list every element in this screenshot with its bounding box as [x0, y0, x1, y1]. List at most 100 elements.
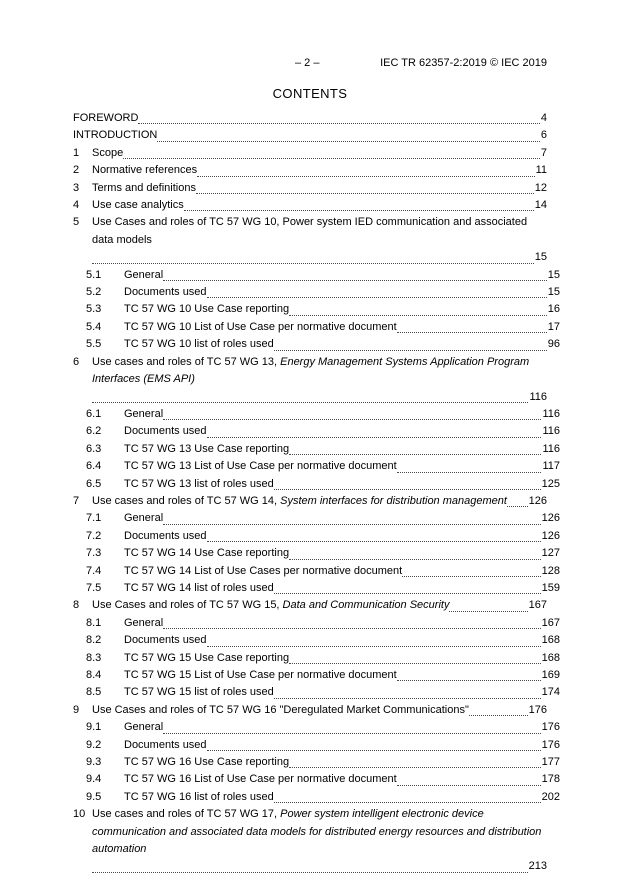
toc-entry-number: 2 [73, 164, 80, 177]
toc-entry-label: Use Cases and roles of TC 57 WG 10, Powe… [92, 216, 528, 246]
toc-entry-number: 8.1 [86, 616, 102, 629]
toc-entry-number: 7.4 [86, 564, 102, 577]
toc-entry[interactable]: 8.3 TC 57 WG 15 Use Case reporting 168 [73, 650, 560, 667]
toc-entry-label: Use Cases and roles of TC 57 WG 16 "Dere… [92, 703, 469, 716]
toc-entry-number: 5.1 [86, 268, 102, 281]
toc-entry-number: 8.4 [86, 669, 102, 681]
toc-entry-label: Use case analytics [92, 199, 184, 212]
toc-entry-label: Documents used [124, 425, 207, 438]
toc-entry-page-number: 17 [547, 320, 560, 333]
toc-entry-page-number: 7 [540, 146, 547, 159]
toc-entry[interactable]: INTRODUCTION 6 [73, 127, 547, 144]
toc-entry[interactable]: 6.4 TC 57 WG 13 List of Use Case per norm… [73, 458, 560, 475]
toc-entry[interactable]: 7 Use cases and roles of TC 57 WG 14, Sys… [73, 493, 547, 510]
toc-entry-body: Documents used 116 [124, 423, 560, 440]
toc-entry[interactable]: 8.1 General 167 [73, 615, 560, 632]
toc-entry-body: Use cases and roles of TC 57 WG 14, Syst… [92, 493, 547, 510]
toc-entry[interactable]: 7.2 Documents used 126 [73, 528, 560, 545]
toc-entry-body: TC 57 WG 13 List of Use Case per normati… [124, 458, 560, 475]
toc-entry-body: TC 57 WG 10 list of roles used 96 [124, 336, 560, 353]
toc-entry[interactable]: 8.2 Documents used 168 [73, 632, 560, 649]
toc-entry[interactable]: 8 Use Cases and roles of TC 57 WG 15, Dat… [73, 597, 547, 614]
toc-entry-number: 4 [73, 199, 80, 212]
toc-entry-label: TC 57 WG 10 list of roles used [124, 338, 274, 351]
toc-entry[interactable]: 2 Normative references 11 [73, 162, 547, 179]
toc-entry-label: TC 57 WG 13 List of Use Case per normati… [124, 460, 397, 473]
toc-entry[interactable]: 9.3 TC 57 WG 16 Use Case reporting 177 [73, 754, 560, 771]
toc-leader-dots [396, 679, 541, 682]
toc-entry-body: Use case analytics 14 [92, 197, 547, 214]
toc-entry-number: 6.4 [86, 460, 102, 473]
toc-entry-body: Use Cases and roles of TC 57 WG 15, Data… [92, 597, 547, 614]
toc-entry-number: 6.1 [86, 407, 102, 420]
toc-entry-page-number: 6 [540, 129, 547, 142]
toc-entry[interactable]: 5.3 TC 57 WG 10 Use Case reporting 16 [73, 301, 560, 318]
header-document-reference: IEC TR 62357-2:2019 © IEC 2019 [380, 57, 547, 69]
toc-entry-number: 9.3 [86, 756, 102, 769]
toc-entry[interactable]: 6.2 Documents used 116 [73, 423, 560, 440]
toc-leader-dots [289, 662, 541, 664]
toc-entry[interactable]: 5.5 TC 57 WG 10 list of roles used 96 [73, 336, 560, 353]
toc-leader-dots [273, 592, 541, 595]
toc-entry-number: 9.4 [86, 773, 102, 786]
toc-entry-number: 7 [73, 494, 80, 507]
toc-entry-label: TC 57 WG 14 Use Case reporting [124, 547, 290, 560]
toc-entry-page-number: 169 [541, 669, 560, 681]
toc-entry-number: 3 [73, 181, 80, 194]
toc-entry-label: General [124, 512, 164, 525]
toc-entry-page-number: 15 [534, 251, 547, 264]
toc-entry-label: Documents used [124, 738, 207, 751]
toc-entry[interactable]: 5.4 TC 57 WG 10 List of Use Case per norm… [73, 319, 560, 336]
toc-entry-body: General 126 [124, 510, 560, 527]
toc-entry[interactable]: FOREWORD 4 [73, 110, 547, 127]
toc-leader-dots [163, 627, 541, 630]
toc-entry-page-number: 14 [534, 199, 547, 212]
toc-entry[interactable]: 6 Use cases and roles of TC 57 WG 13, Ene… [73, 354, 547, 406]
toc-entry-number: 1 [73, 146, 80, 159]
toc-entry[interactable]: 5.2 Documents used 15 [73, 284, 560, 301]
toc-entry-label: FOREWORD [73, 112, 139, 124]
toc-entry-page-number: 176 [528, 703, 547, 716]
toc-entry[interactable]: 8.4 TC 57 WG 15 List of Use Case per norm… [73, 667, 560, 684]
toc-entry[interactable]: 3 Terms and definitions 12 [73, 180, 547, 197]
toc-entry-label: TC 57 WG 14 List of Use Cases per normat… [124, 564, 403, 577]
toc-entry-page-number: 127 [541, 547, 560, 560]
toc-entry[interactable]: 9.2 Documents used 176 [73, 737, 560, 754]
toc-entry-page-number: 116 [542, 407, 560, 420]
toc-entry[interactable]: 8.5 TC 57 WG 15 list of roles used 174 [73, 684, 560, 701]
toc-entry[interactable]: 7.5 TC 57 WG 14 list of roles used 159 [73, 580, 560, 597]
toc-entry[interactable]: 5 Use Cases and roles of TC 57 WG 10, Pow… [73, 214, 547, 266]
toc-entry[interactable]: 6.1 General 116 [73, 406, 560, 423]
toc-entry-page-number: 4 [540, 112, 547, 124]
toc-entry-number: 9.5 [86, 790, 102, 803]
toc-entry-number: 7.5 [86, 581, 102, 594]
toc-entry[interactable]: 7.3 TC 57 WG 14 Use Case reporting 127 [73, 545, 560, 562]
toc-entry[interactable]: 1 Scope 7 [73, 145, 547, 162]
toc-entry-body: General 116 [124, 406, 560, 423]
toc-entry-page-number: 168 [541, 634, 560, 647]
toc-entry[interactable]: 9 Use Cases and roles of TC 57 WG 16 "Der… [73, 702, 547, 719]
toc-entry[interactable]: 6.5 TC 57 WG 13 list of roles used 125 [73, 476, 560, 493]
toc-entry-page-number: 167 [541, 616, 560, 629]
toc-entry-label: TC 57 WG 16 list of roles used [124, 790, 274, 803]
toc-entry[interactable]: 9.4 TC 57 WG 16 List of Use Case per norm… [73, 771, 560, 788]
toc-entry-label: General [124, 407, 164, 420]
toc-entry[interactable]: 10 Use cases and roles of TC 57 WG 17, Po… [73, 806, 547, 876]
toc-entry-number: 5 [73, 216, 80, 229]
toc-entry[interactable]: 7.1 General 126 [73, 510, 560, 527]
toc-entry[interactable]: 6.3 TC 57 WG 13 Use Case reporting 116 [73, 441, 560, 458]
toc-entry-label: Use Cases and roles of TC 57 WG 15, Data… [92, 599, 450, 612]
toc-entry[interactable]: 9.1 General 176 [73, 719, 560, 736]
toc-entry-body: General 167 [124, 615, 560, 632]
toc-leader-dots [273, 349, 547, 351]
toc-entry-page-number: 168 [541, 651, 560, 664]
toc-leader-dots [206, 645, 541, 647]
toc-entry-label: Use cases and roles of TC 57 WG 13, Ener… [92, 355, 530, 386]
toc-entry-label: TC 57 WG 16 List of Use Case per normati… [124, 773, 397, 786]
toc-entry-label: TC 57 WG 16 Use Case reporting [124, 756, 290, 769]
toc-entry[interactable]: 7.4 TC 57 WG 14 List of Use Cases per nor… [73, 563, 560, 580]
toc-entry[interactable]: 5.1 General 15 [73, 267, 560, 284]
toc-leader-dots [402, 575, 541, 577]
toc-entry[interactable]: 9.5 TC 57 WG 16 list of roles used 202 [73, 789, 560, 806]
toc-entry[interactable]: 4 Use case analytics 14 [73, 197, 547, 214]
